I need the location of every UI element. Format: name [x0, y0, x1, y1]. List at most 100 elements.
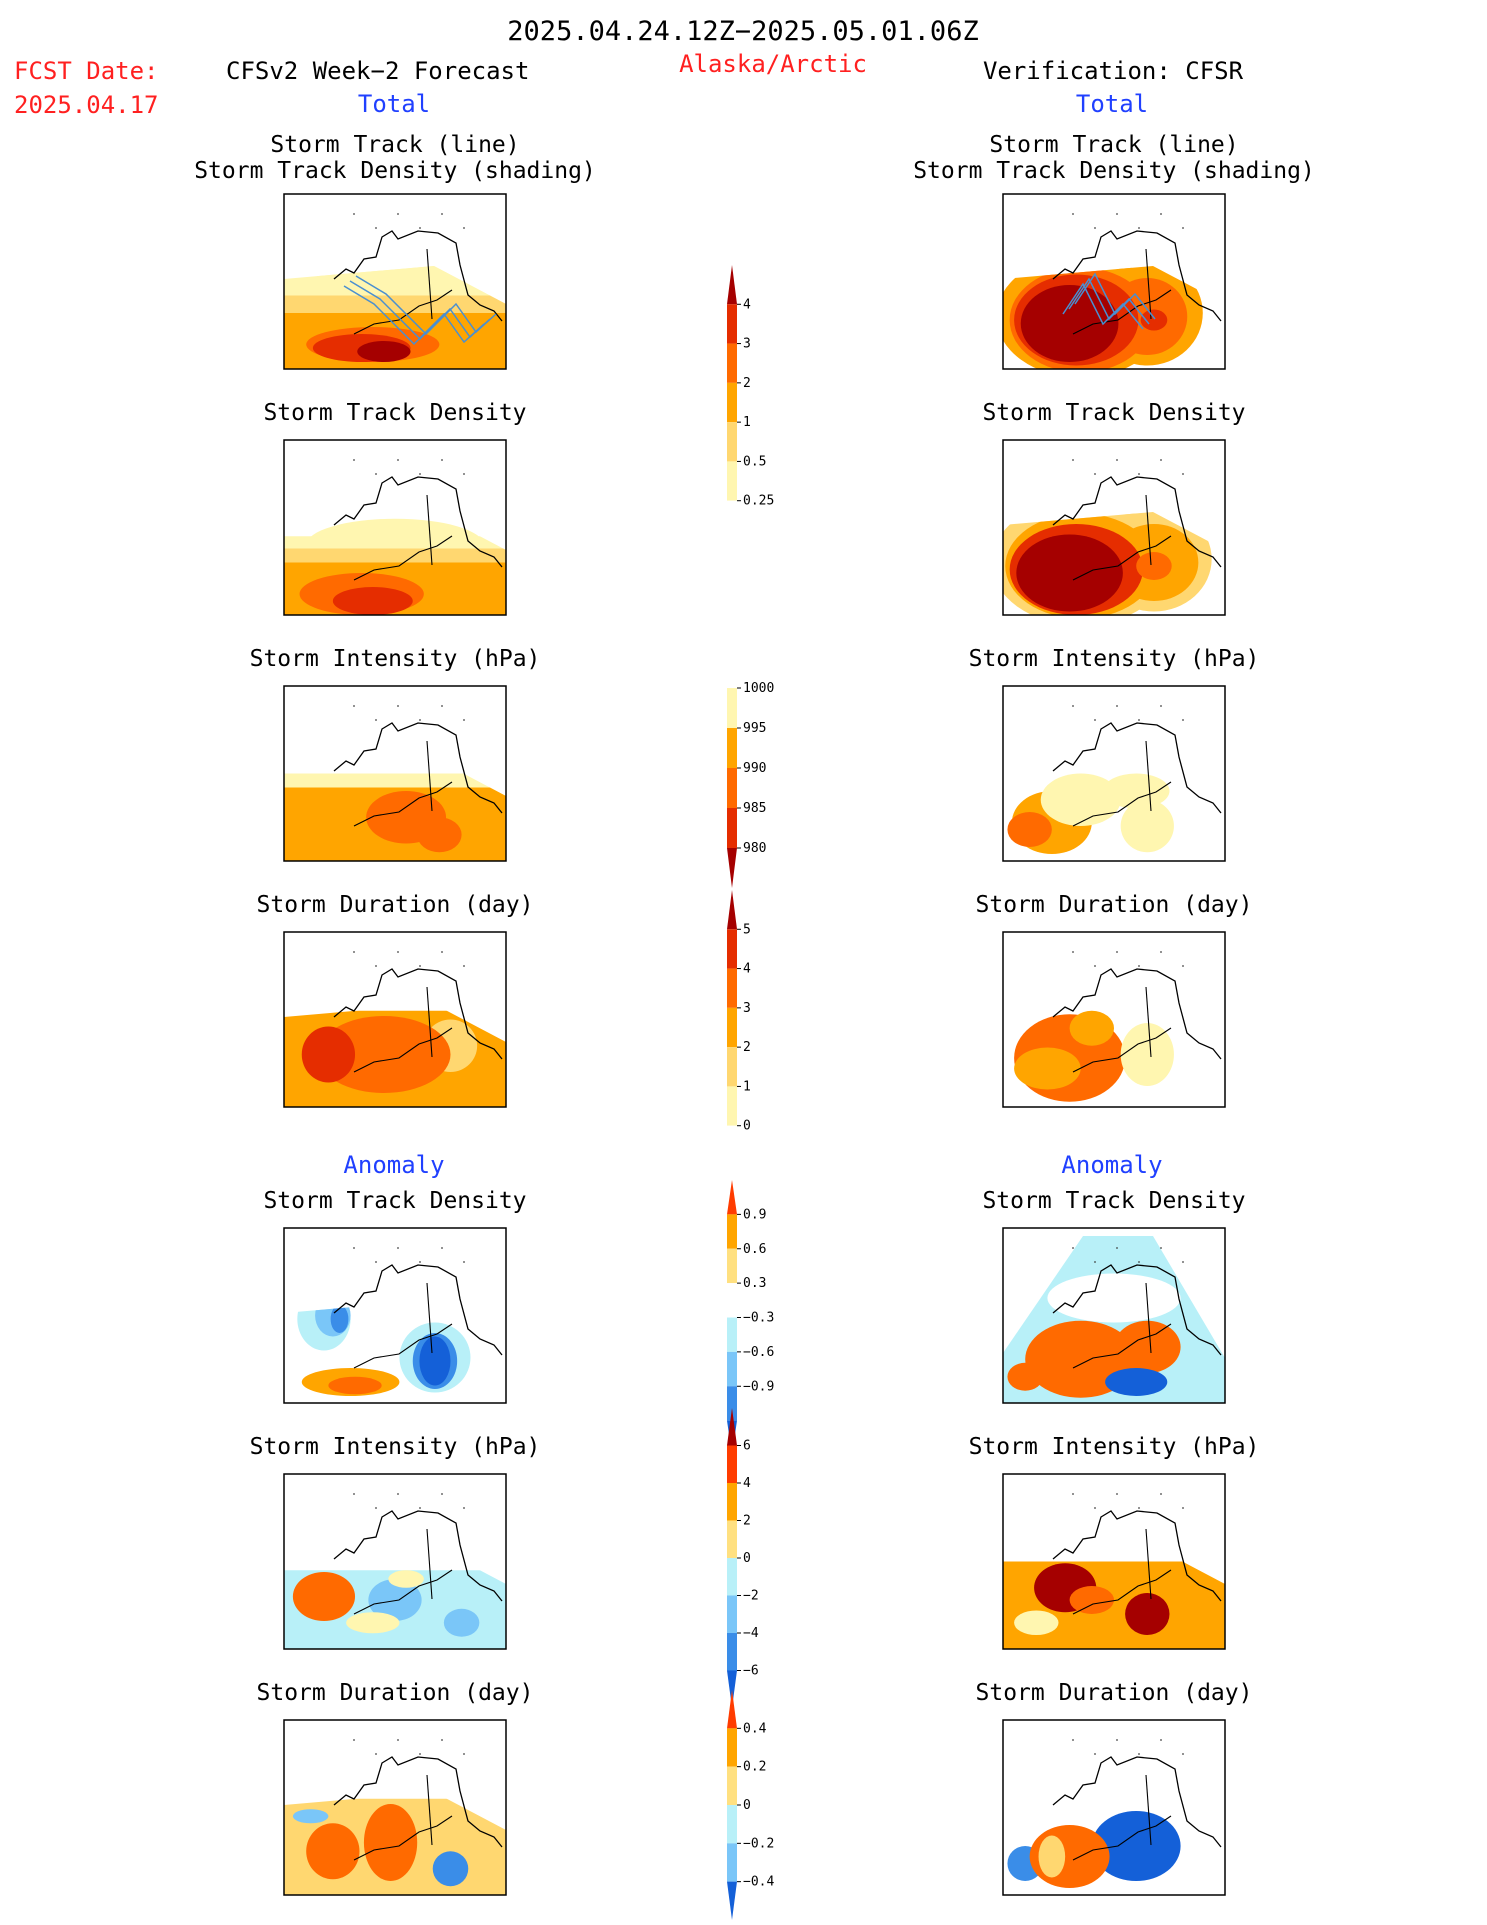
panel-title: Storm Intensity (hPa) [250, 646, 541, 672]
graticule-dot [1182, 1261, 1184, 1263]
region-label: Alaska/Arctic [679, 50, 867, 78]
colorbar-tick-label: 0.9 [743, 1207, 766, 1222]
graticule-dot [441, 213, 443, 215]
graticule-dot [463, 473, 465, 475]
border-line [426, 986, 433, 1058]
colorbar-tick-label: 0.3 [743, 1276, 766, 1291]
aleutian-coast [1072, 1027, 1172, 1073]
colorbar-tip [727, 1881, 737, 1920]
graticule-dot [397, 951, 399, 953]
shade-blob [368, 1579, 422, 1621]
verification-column-title: Verification: CFSR [983, 57, 1244, 85]
colorbar-tip [727, 890, 737, 930]
colorbar-swatch [727, 808, 737, 848]
graticule-dot [441, 705, 443, 707]
graticule-dot [1138, 227, 1140, 229]
graticule-dot [463, 1261, 465, 1263]
colorbar-intensity_anom: 6 4 2 0 −2 −4 −6 [727, 1408, 759, 1708]
map-frame [1002, 1719, 1226, 1896]
colorbar-tick-label: 985 [743, 801, 766, 816]
graticule-dot [1182, 473, 1184, 475]
shade-blob [1140, 309, 1168, 331]
graticule-dot [353, 705, 355, 707]
graticule-dot [375, 1261, 377, 1263]
colorbar-tick-label: 0 [743, 1119, 751, 1134]
shade-blob [1007, 1362, 1043, 1391]
colorbar-swatch [727, 768, 737, 808]
colorbar-swatch [727, 1125, 737, 1165]
graticule-dot [1138, 1753, 1140, 1755]
colorbar-swatch [727, 1007, 737, 1048]
panel-subtitle: Storm Track Density (shading) [913, 158, 1315, 184]
aleutian-coast [1072, 1323, 1172, 1369]
map-frame [1002, 439, 1226, 616]
panel-title: Storm Intensity (hPa) [250, 1434, 541, 1460]
graticule-dot [1182, 719, 1184, 721]
panel-title: Storm Track Density [982, 1188, 1245, 1214]
shade-blob [317, 1016, 451, 1093]
colorbar-swatch [727, 1386, 737, 1421]
aleutian-coast [353, 1323, 453, 1369]
graticule-dot [1182, 1753, 1184, 1755]
colorbar-swatch [727, 1351, 737, 1387]
colorbar-tick-label: 3 [743, 337, 751, 352]
panel-title: Storm Track Density [263, 1188, 526, 1214]
graticule-dot [419, 227, 421, 229]
coastline [333, 1756, 503, 1848]
colorbars: 43210.50.2510009959909859805432100.90.60… [727, 265, 774, 1920]
colorbar-density: 4 3 2 1 0.5 0.25 [727, 265, 774, 540]
colorbar-swatch [727, 1520, 737, 1558]
colorbar-tick-label: −2 [743, 1589, 759, 1604]
colorbar-swatch [727, 304, 737, 344]
shade-blob [417, 817, 462, 853]
map-panel-ob_intensity_total: Storm Intensity (hPa) [969, 646, 1259, 862]
graticule-dot [375, 965, 377, 967]
graticule-dot [1138, 719, 1140, 721]
aleutian-coast [1072, 1815, 1172, 1861]
map-frame [283, 1227, 507, 1404]
graticule-dot [375, 473, 377, 475]
shade-blob [1102, 773, 1170, 809]
aleutian-coast [1072, 535, 1172, 581]
coastline [333, 1264, 503, 1356]
colorbar-tick-label: 995 [743, 721, 766, 736]
shade-band [1003, 1561, 1225, 1649]
map-panel-fc_density_anom: Storm Track Density [263, 1188, 527, 1404]
coastline [333, 722, 503, 814]
shading [1003, 1236, 1225, 1403]
shade-blob [1114, 1320, 1181, 1374]
shade-blob [432, 1851, 469, 1887]
colorbar-tick-label: 0 [743, 1798, 751, 1813]
colorbar-tick-label: 0.6 [743, 1242, 766, 1257]
map-frame [283, 931, 507, 1108]
border-line [1145, 248, 1152, 320]
map-frame [283, 1473, 507, 1650]
map-frame [1002, 685, 1226, 862]
border-line [1145, 740, 1152, 812]
shade-blob [357, 341, 411, 362]
shade-blob [1020, 285, 1119, 362]
graticule-dot [463, 965, 465, 967]
border-line [426, 494, 433, 566]
panel-title: Storm Duration (day) [976, 892, 1253, 918]
shade-blob [1136, 552, 1172, 580]
shade-blob [443, 1608, 480, 1637]
panel-subtitle: Storm Track Density (shading) [194, 158, 596, 184]
shade-blob [292, 1809, 329, 1824]
graticule-dot [1072, 705, 1074, 707]
verification-anomaly-label: Anomaly [1061, 1151, 1162, 1179]
border-line [1145, 1282, 1152, 1354]
colorbar-tick-label: 4 [743, 962, 751, 977]
colorbar-tick-label: 4 [743, 297, 751, 312]
map-frame [1002, 193, 1226, 370]
colorbar-tick-label: 0 [743, 1551, 751, 1566]
map-frame [283, 439, 507, 616]
fcst-date-label: FCST Date: [14, 57, 159, 85]
colorbar-swatch [727, 1805, 737, 1844]
shade-blob [1091, 1811, 1181, 1881]
shade-blob [328, 1376, 382, 1395]
forecast-anomaly-label: Anomaly [343, 1151, 444, 1179]
colorbar-swatch [727, 1283, 737, 1318]
colorbar-swatch [727, 1728, 737, 1767]
